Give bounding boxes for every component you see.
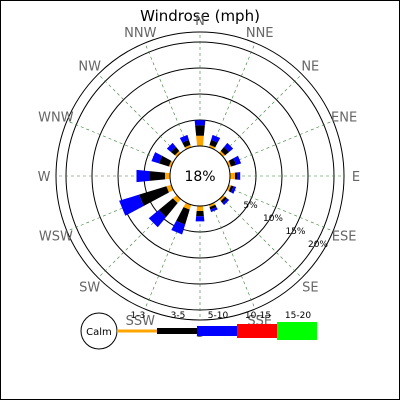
bar-sse-1-3: [208, 202, 216, 208]
bar-e-1-3: [229, 172, 236, 180]
direction-label-wsw: WSW: [39, 230, 73, 245]
ring-labels: 5% 10%15%20%: [243, 201, 328, 250]
bar-se-5-10: [222, 198, 230, 206]
grid-spoke-ene: [227, 120, 334, 165]
direction-label-se: SE: [302, 280, 318, 295]
bar-ne-3-5: [220, 146, 230, 156]
bar-ssw-3-5: [176, 207, 190, 225]
bar-wsw-3-5: [138, 186, 169, 206]
bar-s-1-3: [196, 205, 204, 212]
bar-nw-5-10: [166, 142, 176, 152]
direction-label-ene: ENE: [331, 110, 357, 125]
legend-swatch-3-5: [157, 328, 197, 334]
legend-label-3-5: 3-5: [171, 311, 186, 321]
legend-calm-label: Calm: [86, 327, 112, 338]
grid-spoke-sse: [211, 203, 256, 310]
bar-nne-5-10: [211, 134, 221, 143]
bar-ene-5-10: [233, 155, 242, 165]
bar-n-5-10: [194, 120, 206, 126]
chart-title: Windrose (mph): [140, 7, 260, 25]
bar-s-3-5: [196, 211, 204, 217]
legend-swatch-10-15: [237, 324, 277, 338]
bar-w-3-5: [149, 171, 165, 181]
legend-swatch-15-20: [277, 322, 317, 340]
legend-swatch-1-3: [117, 329, 157, 333]
grid-spoke-nw: [97, 73, 179, 155]
bar-se-1-3: [219, 195, 226, 202]
bar-nne-1-3: [208, 144, 216, 150]
bar-e-5-10: [237, 172, 241, 180]
grid-spoke-nne: [211, 42, 256, 149]
bar-ne-1-3: [219, 150, 226, 157]
bar-nw-1-3: [174, 150, 181, 157]
direction-label-w: W: [38, 170, 51, 185]
bar-w-5-10: [136, 169, 150, 183]
legend-label-5-10: 5-10: [208, 311, 229, 321]
calm-center: 18%: [169, 145, 231, 207]
legend: Calm 1-3 3-5 5-10 10-15 15-20: [80, 311, 317, 350]
ring-label-4: 20%: [308, 240, 328, 250]
legend-swatch-5-10: [197, 326, 237, 336]
direction-label-ssw: SSW: [126, 314, 156, 329]
bar-se-3-5: [220, 196, 228, 204]
bar-wnw-5-10: [151, 152, 163, 164]
direction-label-e: E: [352, 170, 360, 185]
grid-ring-2: [117, 93, 283, 259]
bar-w-1-3: [164, 172, 171, 180]
direction-label-nne: NNE: [246, 26, 274, 41]
bar-nne-3-5: [209, 139, 218, 148]
direction-label-ne: NE: [301, 60, 319, 75]
ring-label-2: 10%: [263, 214, 283, 224]
bar-nnw-1-3: [184, 144, 192, 150]
bar-wnw-1-3: [168, 160, 174, 168]
grid-outer-ring: [55, 31, 345, 321]
bar-wnw-3-5: [158, 155, 172, 167]
bar-ese-3-5: [228, 185, 234, 193]
calm-percent-label: 18%: [184, 169, 215, 185]
bar-ene-3-5: [228, 158, 237, 167]
calm-circle: [169, 145, 231, 207]
bar-n-3-5: [195, 125, 205, 136]
grid-spoke-ne: [221, 73, 303, 155]
ring-label-3: 15%: [285, 227, 305, 237]
bar-wsw-5-10: [119, 194, 144, 216]
grid-spoke-se: [221, 197, 303, 279]
bar-ese-1-3: [226, 184, 232, 192]
bar-ssw-5-10: [171, 220, 186, 235]
bar-n-1-3: [196, 135, 204, 147]
bar-nw-3-5: [170, 146, 180, 156]
direction-label-nw: NW: [78, 60, 101, 75]
direction-label-ese: ESE: [332, 230, 357, 245]
wind-bars: [119, 120, 242, 235]
direction-label-sw: SW: [79, 280, 100, 295]
bar-sse-5-10: [210, 207, 218, 213]
bar-sw-3-5: [158, 198, 178, 218]
bar-ne-5-10: [224, 142, 234, 152]
direction-label-wnw: WNW: [38, 110, 74, 125]
grid-spoke-ese: [227, 187, 334, 232]
bar-ese-5-10: [231, 186, 237, 194]
bar-s-5-10: [195, 216, 205, 222]
direction-label-n: N: [195, 14, 205, 29]
bar-nnw-3-5: [182, 139, 191, 148]
polar-grid: [55, 31, 345, 321]
ring-label-1: 5%: [243, 201, 258, 211]
bar-sw-5-10: [148, 209, 167, 228]
bar-sse-3-5: [209, 204, 217, 210]
bar-e-3-5: [235, 172, 238, 180]
legend-label-1-3: 1-3: [131, 311, 146, 321]
direction-label-nnw: NNW: [124, 26, 156, 41]
bar-nnw-5-10: [179, 134, 189, 143]
bar-ene-1-3: [226, 160, 232, 168]
grid-spoke-nnw: [144, 42, 189, 149]
legend-label-10-15: 10-15: [245, 311, 271, 321]
bar-sw-1-3: [172, 195, 181, 204]
legend-label-15-20: 15-20: [285, 311, 311, 321]
